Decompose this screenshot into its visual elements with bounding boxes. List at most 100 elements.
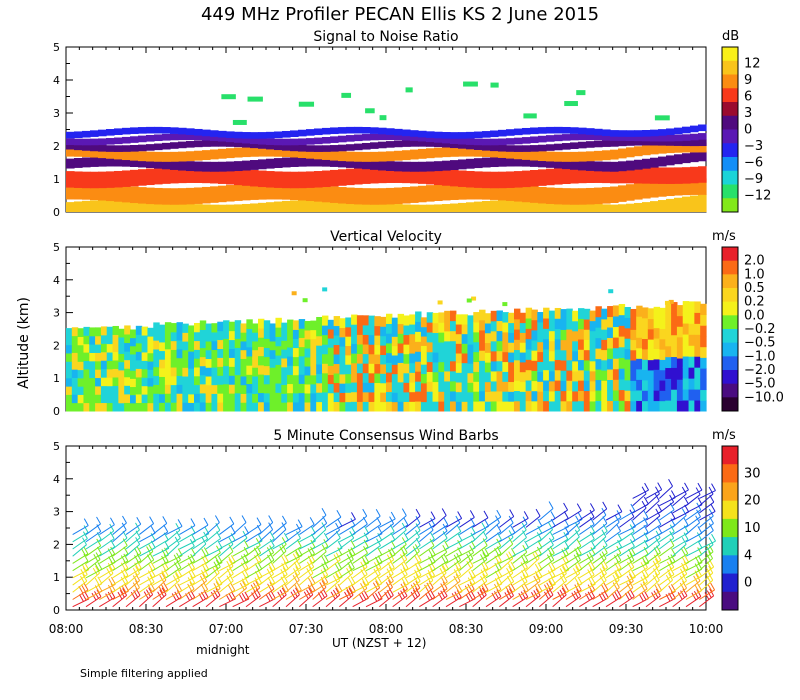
wind-barb-flag (696, 589, 702, 597)
wind-barb-flag (292, 553, 298, 561)
wind-barb (312, 529, 327, 543)
velocity-cell (246, 392, 253, 403)
velocity-cell (694, 378, 701, 390)
wind-barb-flag (256, 517, 262, 525)
snr-cell (346, 158, 355, 168)
wind-barb (605, 546, 622, 557)
velocity-cell (537, 351, 544, 363)
wind-barb (459, 524, 475, 535)
velocity-cell (415, 361, 422, 372)
velocity-cell (647, 380, 655, 391)
wind-barb-flag (442, 588, 448, 597)
velocity-cell (269, 332, 277, 342)
velocity-cell (356, 353, 364, 364)
wind-barb-flag (132, 582, 138, 590)
wind-barb-flag (346, 589, 352, 598)
wind-barb-flag (187, 555, 193, 563)
wind-barb-flag (704, 592, 710, 600)
wind-barb (619, 545, 635, 557)
velocity-cell (444, 400, 451, 412)
wind-barb-flag (81, 563, 87, 572)
velocity-cell (612, 326, 620, 338)
velocity-cell (292, 338, 300, 349)
velocity-cell (467, 315, 474, 326)
velocity-cell (287, 392, 294, 403)
wind-barb-flag (239, 594, 244, 602)
velocity-cell (409, 382, 416, 393)
snr-cell (130, 157, 139, 167)
snr-cell (106, 156, 115, 167)
velocity-cell (490, 390, 498, 402)
wind-barb-flag (348, 587, 354, 596)
wind-panel-title: 5 Minute Consensus Wind Barbs (273, 428, 499, 444)
wind-barb-flag (94, 577, 100, 586)
wind-barb-flag (268, 515, 274, 523)
wind-barb-flag (415, 529, 420, 538)
velocity-cell (426, 331, 434, 343)
wind-barb-flag (349, 560, 355, 569)
velocity-cell (688, 389, 695, 401)
wind-barb (499, 554, 516, 564)
velocity-cell (694, 312, 701, 324)
wind-barb (152, 531, 168, 543)
velocity-cell (496, 320, 503, 332)
snr-cell (146, 126, 155, 134)
wind-barb-flag (572, 568, 578, 576)
velocity-cell (240, 384, 247, 394)
wind-barb-flag (108, 566, 114, 574)
snr-cell (418, 204, 427, 212)
snr-cell (410, 140, 419, 147)
velocity-cell (688, 400, 695, 412)
snr-cell (82, 183, 91, 200)
velocity-cell (170, 384, 178, 394)
wind-barb-flag (145, 589, 151, 597)
wind-barb-flag (641, 556, 647, 565)
snr-cell (674, 134, 683, 142)
snr-cell (442, 147, 451, 158)
wind-barb-flag (280, 568, 286, 577)
snr-cell (194, 166, 203, 183)
velocity-cell (118, 361, 125, 371)
velocity-cell (438, 401, 445, 412)
velocity-cell (135, 359, 143, 369)
wind-barb-flag (244, 526, 249, 534)
wind-barb-flag (521, 584, 527, 593)
snr-cell (82, 130, 91, 138)
velocity-cell (508, 381, 515, 392)
velocity-cell (607, 348, 614, 360)
velocity-cell (583, 390, 591, 402)
snr-cell (250, 137, 259, 145)
wind-barb-flag (201, 536, 207, 545)
velocity-cell (676, 336, 684, 348)
wind-barb-flag (230, 555, 236, 563)
velocity-cell (519, 401, 527, 412)
velocity-cell (612, 315, 620, 328)
wind-barb-flag (203, 554, 209, 562)
velocity-cell (170, 367, 178, 377)
wind-barb-flag (442, 574, 448, 583)
snr-cell (546, 168, 555, 186)
wind-barb-flag (283, 532, 289, 541)
velocity-cell (176, 331, 183, 341)
wind-barb (699, 530, 714, 543)
velocity-cell (653, 306, 661, 318)
snr-cell (402, 150, 411, 161)
wind-barb (592, 536, 607, 550)
velocity-cell (403, 353, 410, 364)
velocity-cell (292, 347, 300, 358)
velocity-cell (514, 349, 521, 361)
snr-cell (162, 142, 171, 150)
velocity-cell (287, 328, 294, 339)
velocity-cell (636, 347, 643, 359)
wind-barb (472, 537, 488, 550)
wind-barb-flag (575, 566, 581, 574)
snr-cell (314, 149, 323, 160)
velocity-cell (490, 350, 498, 362)
velocity-cell (194, 375, 201, 386)
velocity-cell (194, 331, 201, 342)
snr-cell (322, 170, 331, 188)
velocity-cell (636, 305, 643, 317)
y-tick-label: 4 (53, 473, 60, 486)
velocity-cell (217, 375, 224, 385)
velocity-cell (95, 369, 102, 379)
